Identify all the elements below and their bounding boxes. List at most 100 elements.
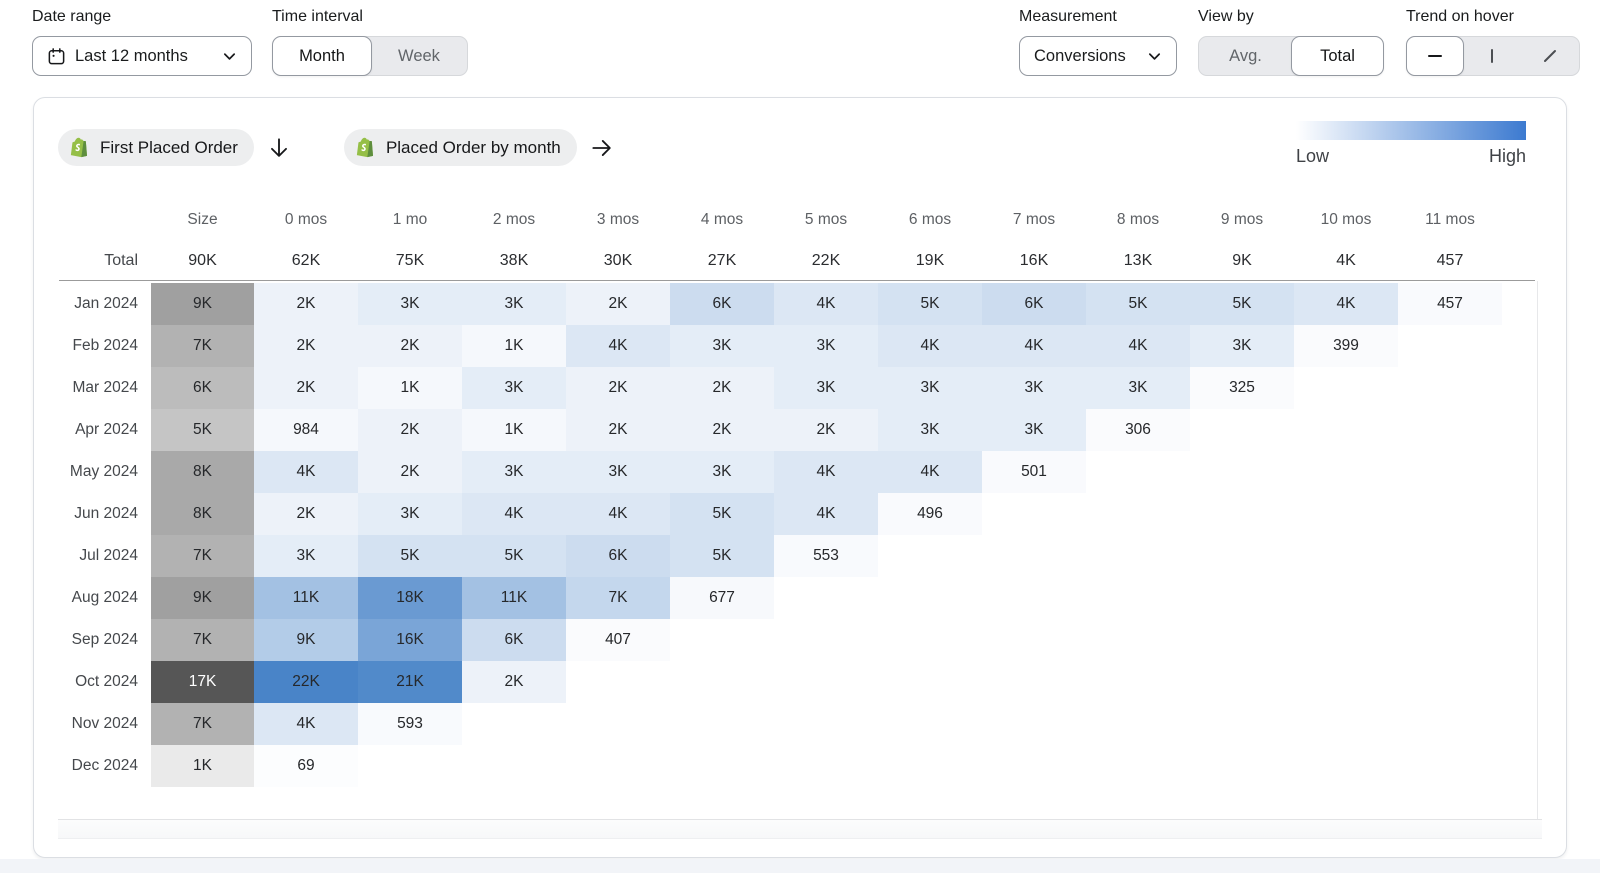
heatmap-cell[interactable]: 2K <box>670 367 774 409</box>
first-placed-order-chip[interactable]: First Placed Order <box>58 129 254 166</box>
heatmap-cell[interactable]: 3K <box>670 325 774 367</box>
heatmap-cell[interactable]: 677 <box>670 577 774 619</box>
heatmap-cell[interactable]: 5K <box>878 283 982 325</box>
heatmap-cell[interactable]: 6K <box>462 619 566 661</box>
heatmap-cell[interactable]: 4K <box>566 493 670 535</box>
heatmap-cell[interactable]: 22K <box>254 661 358 703</box>
heatmap-cell[interactable]: 593 <box>358 703 462 745</box>
heatmap-cell[interactable]: 3K <box>462 367 566 409</box>
heatmap-cell[interactable]: 4K <box>566 325 670 367</box>
heatmap-cell[interactable]: 306 <box>1086 409 1190 451</box>
trend-slope-button[interactable] <box>1521 37 1579 75</box>
horizontal-scroll-track[interactable] <box>58 819 1542 839</box>
heatmap-cell[interactable]: 3K <box>1190 325 1294 367</box>
heatmap-cell[interactable]: 3K <box>462 451 566 493</box>
heatmap-cell[interactable]: 21K <box>358 661 462 703</box>
heatmap-cell[interactable]: 1K <box>462 409 566 451</box>
heatmap-cell[interactable]: 3K <box>670 451 774 493</box>
trend-bar-button[interactable] <box>1463 37 1521 75</box>
heatmap-cell[interactable]: 7K <box>566 577 670 619</box>
heatmap-cell[interactable]: 325 <box>1190 367 1294 409</box>
size-cell[interactable]: 6K <box>151 367 254 409</box>
heatmap-cell[interactable]: 399 <box>1294 325 1398 367</box>
heatmap-cell[interactable]: 5K <box>1086 283 1190 325</box>
heatmap-cell[interactable]: 3K <box>774 367 878 409</box>
placed-order-by-month-chip[interactable]: Placed Order by month <box>343 129 577 166</box>
size-cell[interactable]: 7K <box>151 325 254 367</box>
heatmap-cell[interactable]: 4K <box>1294 283 1398 325</box>
heatmap-cell[interactable]: 2K <box>566 367 670 409</box>
heatmap-cell[interactable]: 2K <box>254 283 358 325</box>
heatmap-cell[interactable]: 2K <box>254 493 358 535</box>
heatmap-cell[interactable]: 6K <box>566 535 670 577</box>
size-cell[interactable]: 7K <box>151 535 254 577</box>
heatmap-cell[interactable]: 16K <box>358 619 462 661</box>
heatmap-cell[interactable]: 3K <box>982 367 1086 409</box>
heatmap-cell[interactable]: 2K <box>254 367 358 409</box>
heatmap-cell[interactable]: 4K <box>462 493 566 535</box>
heatmap-cell[interactable]: 2K <box>670 409 774 451</box>
heatmap-cell[interactable]: 2K <box>358 451 462 493</box>
heatmap-cell[interactable]: 501 <box>982 451 1086 493</box>
size-cell[interactable]: 8K <box>151 493 254 535</box>
size-cell[interactable]: 7K <box>151 703 254 745</box>
heatmap-cell[interactable]: 2K <box>566 283 670 325</box>
heatmap-cell[interactable]: 496 <box>878 493 982 535</box>
heatmap-cell[interactable]: 4K <box>774 493 878 535</box>
trend-line-button[interactable] <box>1406 36 1464 76</box>
heatmap-cell[interactable]: 4K <box>878 325 982 367</box>
heatmap-cell[interactable]: 3K <box>566 451 670 493</box>
heatmap-cell[interactable]: 3K <box>982 409 1086 451</box>
size-cell[interactable]: 5K <box>151 409 254 451</box>
heatmap-cell[interactable]: 4K <box>982 325 1086 367</box>
heatmap-cell[interactable]: 11K <box>462 577 566 619</box>
total-button[interactable]: Total <box>1291 36 1384 76</box>
heatmap-cell[interactable]: 457 <box>1398 283 1502 325</box>
vertical-scroll-track[interactable] <box>1537 281 1538 819</box>
heatmap-cell[interactable]: 4K <box>254 451 358 493</box>
heatmap-cell[interactable]: 3K <box>358 493 462 535</box>
size-cell[interactable]: 1K <box>151 745 254 787</box>
heatmap-cell[interactable]: 2K <box>566 409 670 451</box>
heatmap-cell[interactable]: 3K <box>878 409 982 451</box>
heatmap-cell[interactable]: 2K <box>774 409 878 451</box>
heatmap-cell[interactable]: 553 <box>774 535 878 577</box>
size-cell[interactable]: 17K <box>151 661 254 703</box>
heatmap-cell[interactable]: 4K <box>254 703 358 745</box>
avg-button[interactable]: Avg. <box>1229 46 1262 65</box>
date-range-dropdown[interactable]: Last 12 months <box>32 36 252 76</box>
week-button[interactable]: Week <box>398 46 440 65</box>
heatmap-cell[interactable]: 5K <box>1190 283 1294 325</box>
heatmap-cell[interactable]: 6K <box>670 283 774 325</box>
heatmap-cell[interactable]: 11K <box>254 577 358 619</box>
heatmap-cell[interactable]: 3K <box>878 367 982 409</box>
heatmap-cell[interactable]: 1K <box>462 325 566 367</box>
month-button[interactable]: Month <box>272 36 372 76</box>
heatmap-cell[interactable]: 2K <box>254 325 358 367</box>
heatmap-cell[interactable]: 1K <box>358 367 462 409</box>
heatmap-cell[interactable]: 18K <box>358 577 462 619</box>
measurement-dropdown[interactable]: Conversions <box>1019 36 1177 76</box>
size-cell[interactable]: 9K <box>151 577 254 619</box>
heatmap-cell[interactable]: 2K <box>462 661 566 703</box>
heatmap-cell[interactable]: 4K <box>774 283 878 325</box>
heatmap-cell[interactable]: 9K <box>254 619 358 661</box>
heatmap-cell[interactable]: 984 <box>254 409 358 451</box>
heatmap-cell[interactable]: 4K <box>878 451 982 493</box>
heatmap-cell[interactable]: 3K <box>254 535 358 577</box>
heatmap-cell[interactable]: 3K <box>774 325 878 367</box>
heatmap-cell[interactable]: 5K <box>670 493 774 535</box>
heatmap-cell[interactable]: 4K <box>1086 325 1190 367</box>
heatmap-cell[interactable]: 5K <box>670 535 774 577</box>
heatmap-cell[interactable]: 4K <box>774 451 878 493</box>
heatmap-cell[interactable]: 69 <box>254 745 358 787</box>
heatmap-cell[interactable]: 3K <box>462 283 566 325</box>
size-cell[interactable]: 9K <box>151 283 254 325</box>
heatmap-cell[interactable]: 2K <box>358 325 462 367</box>
size-cell[interactable]: 7K <box>151 619 254 661</box>
heatmap-cell[interactable]: 3K <box>1086 367 1190 409</box>
heatmap-cell[interactable]: 5K <box>462 535 566 577</box>
heatmap-cell[interactable]: 407 <box>566 619 670 661</box>
heatmap-cell[interactable]: 6K <box>982 283 1086 325</box>
heatmap-cell[interactable]: 3K <box>358 283 462 325</box>
